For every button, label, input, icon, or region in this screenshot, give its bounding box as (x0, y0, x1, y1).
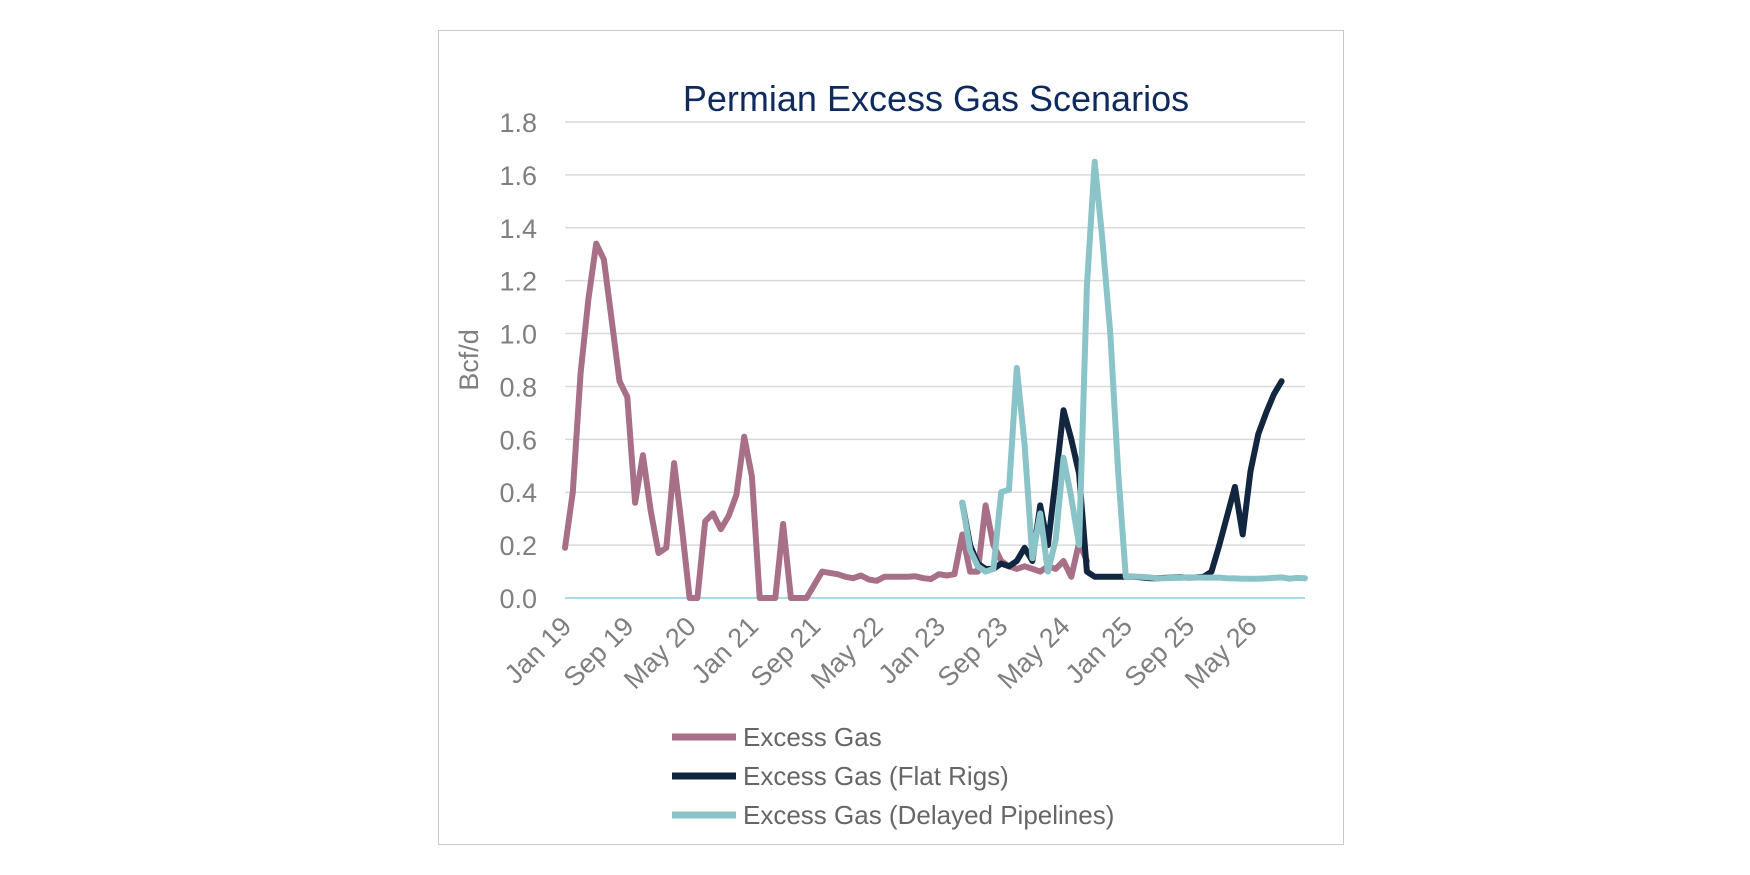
y-tick-label: 0.8 (499, 372, 537, 402)
y-tick-label: 1.8 (499, 108, 537, 138)
y-tick-label: 0.2 (499, 531, 537, 561)
chart-title: Permian Excess Gas Scenarios (682, 78, 1190, 119)
series-lines (562, 158, 1308, 601)
legend-label: Excess Gas (Delayed Pipelines) (743, 800, 1114, 830)
y-tick-label: 1.4 (499, 214, 537, 244)
legend-label: Excess Gas (Flat Rigs) (743, 761, 1009, 791)
y-tick-label: 1.2 (499, 267, 537, 297)
excess-gas-line (562, 240, 1090, 601)
delayed-pipelines-line (959, 158, 1308, 582)
flat-rigs-line (959, 378, 1285, 582)
y-tick-label: 0.4 (499, 478, 537, 508)
y-tick-label: 1.6 (499, 161, 537, 191)
y-axis-ticks: 0.0 0.2 0.4 0.6 0.8 1.0 1.2 1.4 1.6 1.8 (499, 108, 537, 614)
legend: Excess Gas Excess Gas (Flat Rigs) Excess G… (672, 722, 1114, 830)
chart-frame: Permian Excess Gas Scenarios (438, 30, 1344, 845)
y-tick-label: 1.0 (499, 320, 537, 350)
y-tick-label: 0.6 (499, 425, 537, 455)
y-axis-label: Bcf/d (454, 329, 484, 391)
legend-label: Excess Gas (743, 722, 882, 752)
gridlines (565, 121, 1305, 599)
y-tick-label: 0.0 (499, 584, 537, 614)
